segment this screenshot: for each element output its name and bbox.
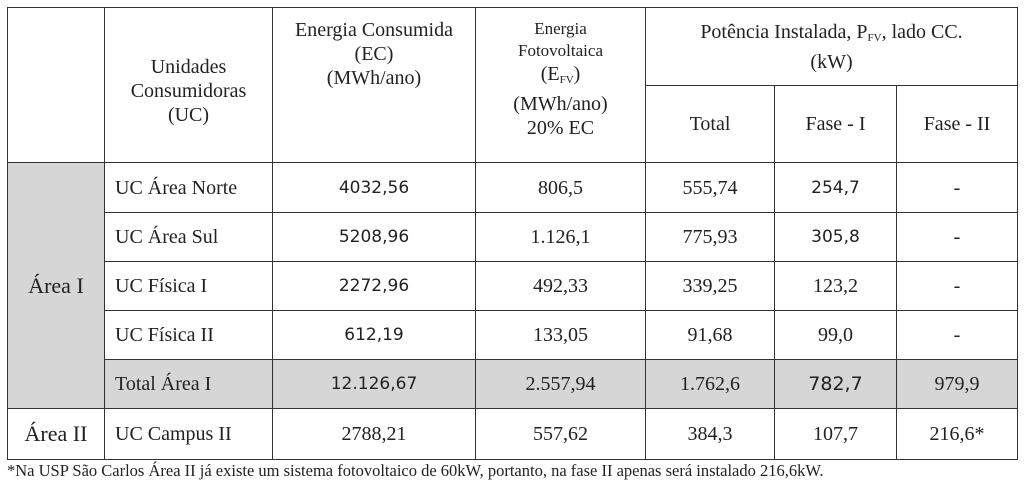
fase1-value: 782,7: [774, 359, 897, 409]
fase1-value: 107,7: [774, 408, 897, 460]
fase2-value: 216,6*: [895, 408, 1019, 460]
total-value: 384,3: [645, 408, 775, 460]
efv-value: 492,33: [475, 261, 646, 311]
fase2-value: -: [895, 162, 1019, 213]
efv-value: 1.126,1: [475, 212, 646, 262]
fase1-value: 99,0: [774, 310, 897, 360]
table-row: Área II UC Campus II 2788,21 557,62 384,…: [7, 408, 1019, 460]
ec-value: 612,19: [272, 310, 476, 360]
efv-value: 806,5: [475, 162, 646, 213]
header-energia-fotovoltaica: Energia Fotovoltaica (EFV) (MWh/ano) 20%…: [475, 7, 646, 163]
table-row: UC Área Sul 5208,96 1.126,1 775,93 305,8…: [8, 212, 1019, 262]
fase2-value: -: [895, 261, 1019, 311]
header-potencia-instalada: Potência Instalada, PFV, lado CC. (kW): [644, 7, 1019, 86]
fase1-value: 254,7: [774, 162, 897, 213]
header-corner: [7, 7, 105, 163]
uc-name: UC Área Norte: [104, 162, 273, 213]
area-2-label: Área II: [7, 408, 105, 460]
energy-table: Unidades Consumidoras (UC) Energia Consu…: [7, 7, 1019, 460]
ec-value: 5208,96: [272, 212, 476, 262]
fase2-value: 979,9: [895, 359, 1019, 409]
fase2-value: -: [895, 310, 1019, 360]
total-value: 339,25: [645, 261, 775, 311]
uc-name: UC Física II: [104, 310, 273, 360]
efv-value: 133,05: [475, 310, 646, 360]
total-value: 1.762,6: [645, 359, 775, 409]
ec-value: 4032,56: [272, 162, 476, 213]
ec-value: 2272,96: [272, 261, 476, 311]
header-unidades-consumidoras: Unidades Consumidoras (UC): [104, 7, 273, 163]
header-fase-1: Fase - I: [774, 85, 897, 163]
fase1-value: 123,2: [774, 261, 897, 311]
table-row: UC Física I 2272,96 492,33 339,25 123,2 …: [8, 261, 1019, 311]
total-value: 91,68: [645, 310, 775, 360]
header-total: Total: [645, 85, 775, 163]
uc-name: UC Campus II: [104, 408, 273, 460]
efv-value: 2.557,94: [475, 359, 646, 409]
uc-name: Total Área I: [104, 359, 273, 409]
header-fase-2: Fase - II: [895, 85, 1019, 163]
area-1-label: Área I: [7, 162, 105, 409]
ec-value: 2788,21: [272, 408, 476, 460]
fase1-value: 305,8: [774, 212, 897, 262]
table-row: Área I UC Área Norte 4032,56 806,5 555,7…: [7, 162, 1019, 409]
total-value: 775,93: [645, 212, 775, 262]
footnote: *Na USP São Carlos Área II já existe um …: [7, 461, 824, 480]
efv-value: 557,62: [475, 408, 646, 460]
uc-name: UC Física I: [104, 261, 273, 311]
table-row: UC Física II 612,19 133,05 91,68 99,0 -: [8, 310, 1019, 360]
total-value: 555,74: [645, 162, 775, 213]
uc-name: UC Área Sul: [104, 212, 273, 262]
fase2-value: -: [895, 212, 1019, 262]
header-energia-consumida: Energia Consumida (EC) (MWh/ano): [272, 7, 476, 163]
total-row: Total Área I 12.126,67 2.557,94 1.762,6 …: [8, 359, 1019, 409]
ec-value: 12.126,67: [272, 359, 476, 409]
